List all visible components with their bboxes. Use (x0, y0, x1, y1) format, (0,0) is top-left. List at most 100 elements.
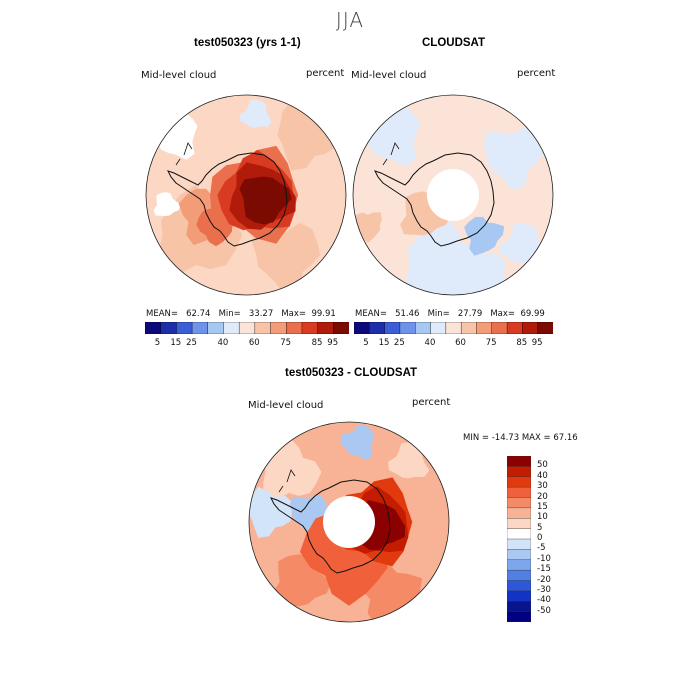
missing-data-area (323, 496, 375, 548)
colorbar-swatch (415, 322, 432, 334)
colorbar-swatch (537, 322, 553, 334)
model-colorbar (145, 322, 349, 334)
colorbar-tick-label: 10 (537, 512, 548, 523)
colorbar-tick-label: 25 (393, 338, 405, 348)
colorbar-swatch (507, 569, 531, 582)
colorbar-swatch (191, 322, 209, 334)
map-field-patch (464, 216, 505, 256)
diff-units-label: percent (412, 397, 451, 408)
colorbar-tick-label: 25 (186, 338, 197, 348)
colorbar-tick-label: 75 (485, 338, 497, 348)
colorbar-swatch (176, 322, 193, 334)
colorbar-swatch (286, 322, 303, 334)
colorbar-swatch (476, 322, 493, 334)
colorbar-swatch (507, 601, 531, 613)
map-field-patch (388, 442, 430, 479)
colorbar-tick-label: 30 (537, 481, 548, 492)
map-field-patch (353, 212, 382, 243)
colorbar-swatch (506, 322, 524, 334)
colorbar-tick-label: 95 (327, 338, 339, 348)
antarctica-coastline (270, 479, 391, 574)
colorbar-swatch (507, 497, 531, 509)
obs-polar-map (352, 94, 554, 296)
colorbar-swatch (507, 528, 531, 540)
antarctica-coastline (374, 152, 495, 247)
colorbar-tick-label: 40 (424, 338, 436, 348)
colorbar-tick-label: 5 (363, 338, 369, 348)
colorbar-tick-label: 60 (455, 338, 466, 348)
colorbar-swatch (507, 611, 531, 622)
colorbar-tick-label: 5 (154, 338, 161, 348)
map-field-patch (272, 554, 332, 607)
model-panel-title: test050323 (yrs 1-1) (194, 37, 301, 49)
colorbar-swatch (430, 322, 447, 334)
colorbar-swatch (270, 322, 287, 334)
colorbar-swatch (507, 518, 531, 530)
colorbar-swatch (507, 590, 531, 602)
colorbar-tick-label: -10 (537, 553, 551, 564)
colorbar-swatch (507, 476, 531, 488)
colorbar-swatch (507, 507, 531, 519)
colorbar-tick-label: -20 (537, 574, 551, 585)
diff-field-label: Mid-level cloud (248, 400, 324, 411)
colorbar-tick-label: 75 (280, 338, 292, 348)
colorbar-tick-label: 85 (516, 338, 528, 348)
colorbar-tick-label: 85 (311, 338, 323, 348)
colorbar-swatch (301, 322, 319, 334)
colorbar-swatch (507, 538, 531, 550)
season-title: JJA (335, 8, 365, 32)
colorbar-swatch (369, 322, 386, 334)
map-field-patch (400, 191, 451, 236)
diff-stats: MIN = -14.73 MAX = 67.16 (463, 433, 578, 443)
map-boundary (145, 94, 347, 296)
obs-field-label: Mid-level cloud (351, 70, 427, 81)
colorbar-swatch (522, 322, 539, 334)
colorbar-swatch (491, 322, 508, 334)
colorbar-swatch (507, 549, 531, 561)
colorbar-swatch (145, 322, 162, 334)
colorbar-swatch (160, 322, 178, 334)
colorbar-swatch (354, 322, 371, 334)
south-america-coastline (175, 142, 193, 166)
colorbar-tick-label: 20 (537, 491, 548, 502)
colorbar-swatch (445, 322, 462, 334)
diff-panel-title: test050323 - CLOUDSAT (285, 367, 418, 379)
model-field-label: Mid-level cloud (141, 70, 217, 81)
obs-units-label: percent (517, 68, 556, 79)
colorbar-swatch (399, 322, 416, 334)
model-polar-map (145, 94, 347, 296)
map-boundary (352, 94, 554, 296)
colorbar-tick-label: -15 (537, 564, 551, 575)
colorbar-tick-label: 60 (248, 338, 260, 348)
map-field-patch (239, 99, 272, 128)
colorbar-swatch (507, 559, 531, 571)
colorbar-swatch (223, 322, 240, 334)
obs-colorbar (354, 322, 553, 334)
colorbar-tick-label: -5 (537, 543, 546, 554)
colorbar-swatch (333, 322, 349, 334)
map-field-patch (290, 494, 329, 535)
colorbar-swatch (460, 322, 478, 334)
south-america-coastline (278, 469, 296, 493)
colorbar-swatch (317, 322, 335, 334)
colorbar-tick-label: 95 (531, 338, 543, 348)
colorbar-tick-label: 40 (217, 338, 229, 348)
colorbar-swatch (207, 322, 225, 334)
diff-polar-map (248, 421, 450, 623)
obs-panel-title: CLOUDSAT (422, 37, 486, 49)
colorbar-swatch (507, 486, 531, 499)
colorbar-tick-label: -40 (537, 595, 551, 606)
model-stats: MEAN= 62.74 Min= 33.27 Max= 99.91 (146, 309, 336, 319)
colorbar-tick-label: 15 (537, 501, 548, 512)
obs-stats: MEAN= 51.46 Min= 27.79 Max= 69.99 (355, 309, 545, 319)
colorbar-swatch (507, 466, 531, 478)
model-units-label: percent (306, 68, 345, 79)
map-field-patch (239, 176, 292, 225)
map-boundary (248, 421, 450, 623)
diff-colorbar (507, 456, 531, 622)
south-america-coastline (382, 142, 400, 166)
map-field-patch (249, 486, 293, 538)
colorbar-tick-label: 40 (537, 470, 548, 481)
colorbar-swatch (507, 580, 531, 592)
